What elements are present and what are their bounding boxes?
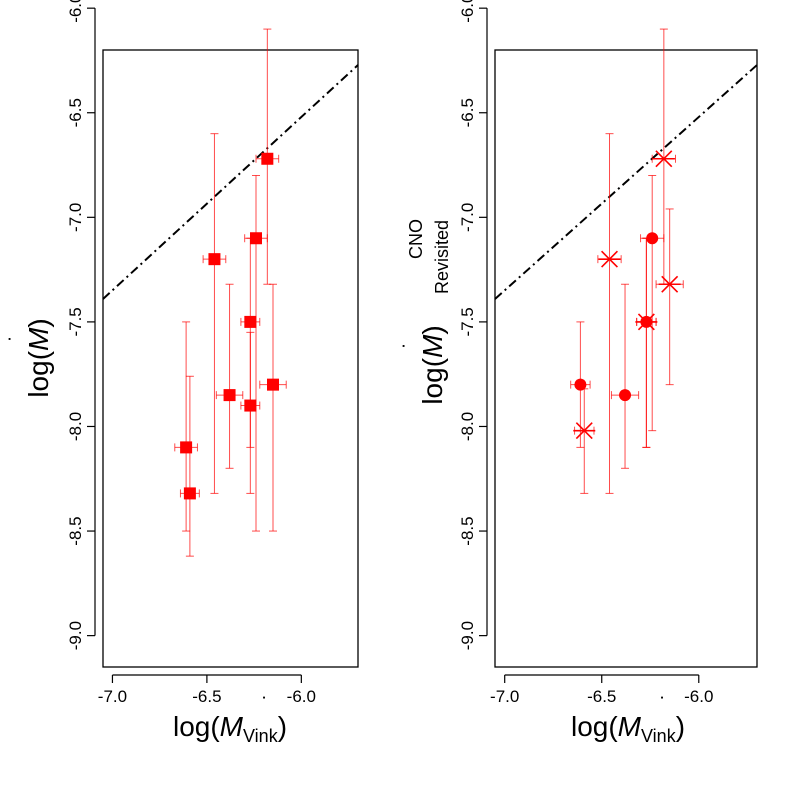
reference-line [494,64,758,300]
y-tick-label: -8.5 [66,516,85,545]
y-axis-title: log(M) ˙ CNO Revisited [399,219,452,405]
y-tick-label: -6.5 [66,98,85,127]
data-point-square [208,253,221,266]
y-tick-label: -9.0 [66,621,85,650]
y-tick-label: -7.5 [66,307,85,336]
y-tick-label: -6.5 [458,98,477,127]
data-point-square [267,378,279,391]
x-tick-label: -7.0 [490,687,519,706]
y-tick-label: -8.5 [458,516,477,545]
x-axis-title: log(MVink) [571,711,685,746]
x-tick-label: -6.5 [192,687,221,706]
y-axis-title-sup: CNO [406,219,426,259]
x-axis-title-dot: ˙ [261,693,268,718]
data-marks [174,28,287,557]
y-tick-label: -7.0 [458,203,477,232]
data-point-circle [619,389,632,402]
y-tick-label: -7.0 [66,203,85,232]
x-axis-title-dot: ˙ [659,693,666,718]
data-point-asterisk [573,422,596,440]
y-tick-label: -9.0 [458,621,477,650]
data-marks [570,28,684,494]
y-axis-title: log(M) ˙ [5,318,54,397]
y-axis-title-sub: Revisited [432,220,452,294]
x-axis: -7.0 -6.5 -6.0 [490,674,713,706]
plot-frame [494,49,758,668]
data-point-asterisk [652,150,675,168]
y-axis: -6.0 -6.5 -7.0 -7.5 -8.0 -8.5 -9.0 [66,0,96,650]
x-tick-label: -7.0 [98,687,127,706]
data-point-circle [646,232,659,245]
panel-right: -7.0 -6.5 -6.0 -6.0 -6.5 -7.0 -7.5 -8.0 -8.5 -9.… [399,0,758,746]
data-point-asterisk [598,250,621,268]
data-point-asterisk [658,275,681,293]
svg-text:˙: ˙ [399,341,424,348]
x-axis: -7.0 -6.5 -6.0 [98,674,316,706]
x-axis-title: log(MVink) [173,711,287,746]
panel-left: -7.0 -6.5 -6.0 -6.0 -6.5 -7.0 -7.5 -8.0 -8.5 -9.… [5,0,359,746]
x-tick-label: -6.5 [587,687,616,706]
y-axis: -6.0 -6.5 -7.0 -7.5 -8.0 -8.5 -9.0 [458,0,488,650]
plot-frame [102,49,359,668]
data-point-circle [574,378,587,391]
data-point-square [180,441,193,454]
data-point-asterisk [635,313,658,331]
y-tick-label: -8.0 [66,412,85,441]
data-point-square [183,487,196,500]
x-tick-label: -6.0 [684,687,713,706]
y-tick-label: -6.0 [458,0,477,23]
x-tick-label: -6.0 [287,687,316,706]
reference-line [102,64,359,300]
y-tick-label: -8.0 [458,412,477,441]
svg-text:log(M): log(M) [23,318,54,397]
data-point-square [223,389,236,402]
data-point-square [250,232,262,245]
svg-text:log(M): log(M) [417,325,448,404]
y-tick-label: -6.0 [66,0,85,23]
data-point-square [244,315,257,328]
svg-text:˙: ˙ [5,334,30,341]
y-tick-label: -7.5 [458,307,477,336]
data-point-square [244,399,257,412]
data-point-square [261,152,274,165]
